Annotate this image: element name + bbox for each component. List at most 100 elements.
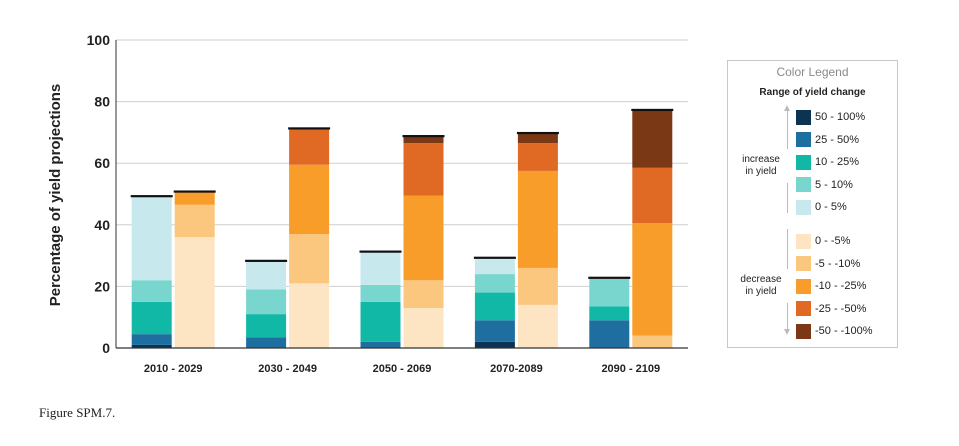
y-axis-label: Percentage of yield projections bbox=[47, 84, 64, 307]
bar-segment bbox=[474, 292, 515, 321]
bar-segment bbox=[289, 283, 330, 348]
y-tick-label: 0 bbox=[102, 340, 110, 356]
legend-label: 0 - 5% bbox=[815, 201, 847, 213]
bar-segment bbox=[474, 341, 515, 348]
legend-swatch bbox=[796, 301, 811, 316]
bar-segment bbox=[246, 261, 287, 290]
legend-swatch bbox=[796, 199, 811, 215]
bar-segment bbox=[589, 320, 630, 348]
x-tick-label: 2050 - 2069 bbox=[373, 363, 432, 375]
increase-bar-cap bbox=[245, 259, 288, 262]
legend-item-decrease: -50 - -100% bbox=[796, 323, 872, 339]
bar-segment bbox=[474, 258, 515, 275]
bar-segment bbox=[360, 301, 401, 342]
bars bbox=[130, 108, 674, 348]
bar-segment bbox=[289, 164, 330, 235]
decrease-bar-cap bbox=[516, 131, 559, 135]
legend-item-increase: 10 - 25% bbox=[796, 154, 859, 170]
decrease-group-label: decrease in yield bbox=[732, 274, 790, 298]
legend-item-decrease: -5 - -10% bbox=[796, 256, 860, 272]
x-tick-label: 2030 - 2049 bbox=[258, 363, 317, 375]
y-tick-label: 60 bbox=[94, 155, 110, 171]
legend-label: 25 - 50% bbox=[815, 133, 860, 146]
bar-segment bbox=[360, 284, 401, 302]
bar-segment bbox=[474, 274, 515, 293]
increase-bar-cap bbox=[588, 276, 631, 279]
legend-label: -10 - -25% bbox=[815, 280, 867, 292]
decrease-label-line-1: decrease bbox=[740, 274, 782, 285]
bar-segment bbox=[632, 335, 673, 348]
bar-segment bbox=[174, 237, 215, 348]
color-legend: Color Legend Range of yield change incre… bbox=[727, 60, 898, 348]
legend-item-increase: 25 - 50% bbox=[796, 132, 859, 148]
increase-arrow-up-icon bbox=[784, 105, 790, 111]
legend-label: 10 - 25% bbox=[815, 156, 860, 168]
increase-label-line-2: in yield bbox=[745, 166, 777, 177]
bar-segment bbox=[632, 167, 673, 224]
y-tick-label: 80 bbox=[94, 94, 110, 110]
y-tick-label: 100 bbox=[87, 32, 111, 48]
legend-swatch bbox=[796, 278, 811, 294]
bar-segment bbox=[246, 314, 287, 338]
figure-caption: Figure SPM.7. bbox=[39, 405, 116, 420]
bar-segment bbox=[131, 197, 172, 281]
bar-segment bbox=[589, 306, 630, 321]
bar-segment bbox=[403, 143, 444, 196]
bar-segment bbox=[517, 170, 558, 268]
increase-bar-cap bbox=[359, 250, 402, 253]
bar-segment bbox=[174, 204, 215, 238]
increase-arrow-shaft bbox=[787, 111, 788, 149]
legend-label: -25 - -50% bbox=[815, 302, 867, 315]
bar-segment bbox=[589, 278, 630, 307]
decrease-bar-cap bbox=[288, 127, 331, 130]
y-tick-label: 40 bbox=[94, 217, 110, 233]
bar-segment bbox=[131, 280, 172, 302]
legend-item-increase: 5 - 10% bbox=[796, 177, 853, 193]
legend-item-decrease: -25 - -50% bbox=[796, 301, 866, 317]
decrease-arrow-shaft bbox=[787, 229, 788, 269]
bar-segment bbox=[360, 252, 401, 285]
legend-title: Color Legend bbox=[776, 65, 849, 79]
legend-item-decrease: -10 - -25% bbox=[796, 278, 866, 294]
legend-item-increase: 0 - 5% bbox=[796, 199, 847, 215]
bar-segment bbox=[474, 320, 515, 342]
bar-segment bbox=[403, 307, 444, 348]
bar-segment bbox=[517, 133, 558, 144]
bar-segment bbox=[360, 341, 401, 348]
decrease-bar-cap bbox=[631, 108, 674, 112]
legend-item-decrease: 0 - -5% bbox=[796, 233, 850, 249]
increase-bar-cap bbox=[473, 256, 516, 259]
decrease-arrow-shaft-lower bbox=[787, 303, 788, 329]
stacked-bar-chart: Percentage of yield projections 0 20 40 60 8… bbox=[47, 32, 688, 375]
legend-swatch bbox=[796, 109, 811, 125]
x-tick-label: 2070-2089 bbox=[490, 363, 543, 375]
x-tick-label: 2010 - 2029 bbox=[144, 363, 203, 375]
y-tick-labels: 0 20 40 60 80 100 bbox=[87, 32, 111, 356]
bar-segment bbox=[517, 267, 558, 305]
y-tick-label: 20 bbox=[94, 278, 110, 294]
legend-label: 5 - 10% bbox=[815, 178, 853, 191]
legend-swatch bbox=[796, 233, 811, 249]
bar-segment bbox=[403, 195, 444, 281]
legend-subtitle: Range of yield change bbox=[759, 87, 866, 98]
bar-segment bbox=[131, 344, 172, 348]
x-tick-label: 2090 - 2109 bbox=[601, 363, 660, 375]
decrease-bar-cap bbox=[173, 190, 216, 193]
bar-segment bbox=[131, 334, 172, 345]
increase-label-line-1: increase bbox=[742, 154, 780, 165]
bar-segment bbox=[131, 301, 172, 335]
bar-segment bbox=[246, 337, 287, 348]
bar-segment bbox=[403, 137, 444, 144]
legend-label: 0 - -5% bbox=[815, 235, 851, 247]
decrease-label-line-2: in yield bbox=[745, 286, 777, 297]
bar-segment bbox=[403, 280, 444, 308]
x-tick-labels: 2010 - 2029 2030 - 2049 2050 - 2069 2070-20… bbox=[144, 363, 660, 375]
legend-swatch bbox=[796, 132, 811, 147]
bar-segment bbox=[246, 289, 287, 315]
legend-swatch bbox=[796, 177, 811, 192]
bar-segment bbox=[289, 129, 330, 165]
legend-swatch bbox=[796, 256, 811, 271]
bar-segment bbox=[517, 304, 558, 348]
bar-segment bbox=[289, 234, 330, 284]
bar-segment bbox=[174, 192, 215, 205]
